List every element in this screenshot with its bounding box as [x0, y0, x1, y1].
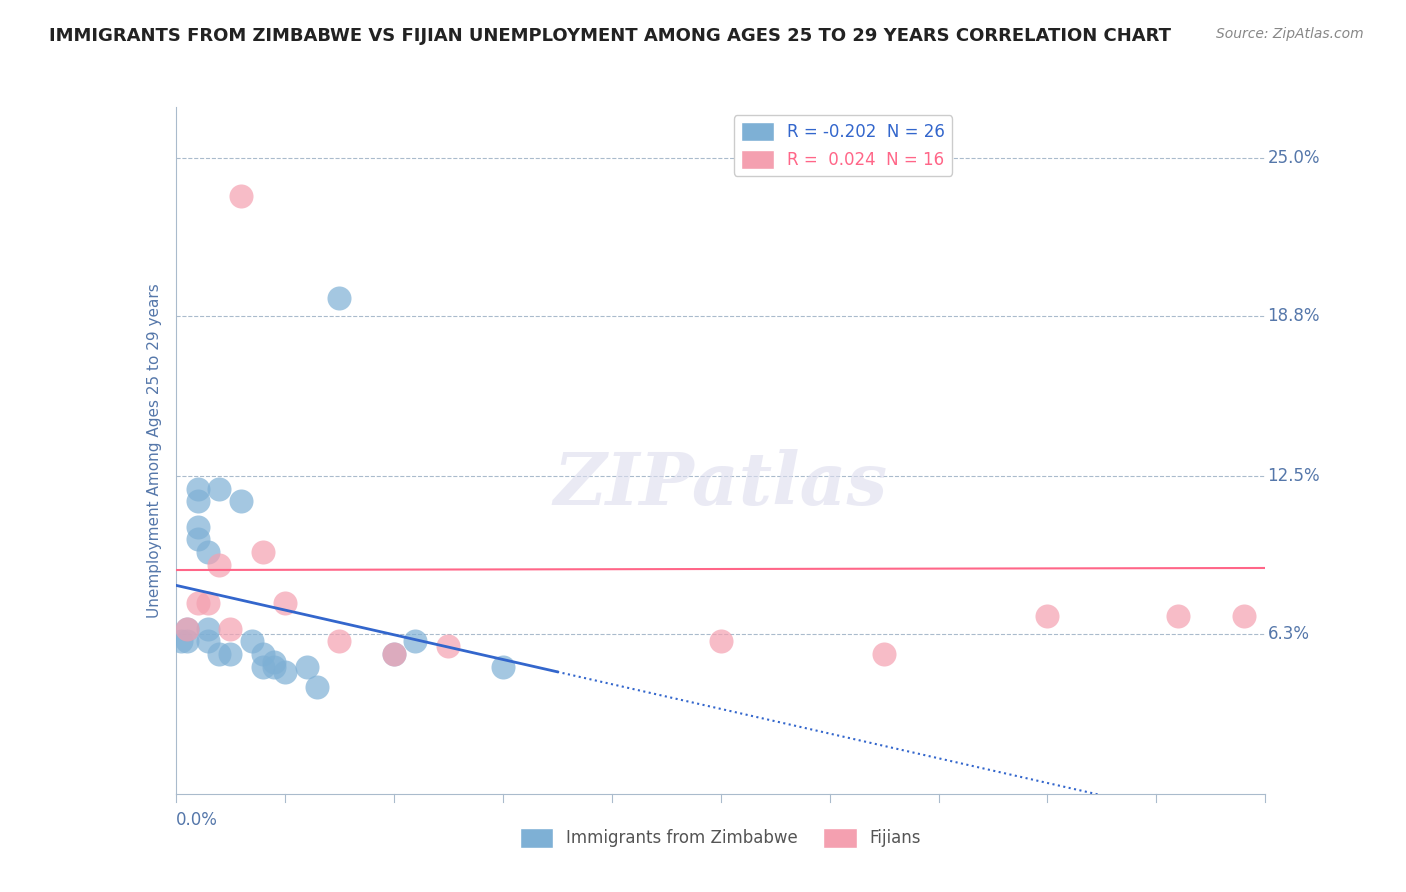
Point [295, 659, 318, 673]
Point [176, 622, 198, 636]
Point [274, 665, 297, 679]
Point [1232, 608, 1256, 623]
Point [1167, 608, 1189, 623]
Point [1036, 608, 1059, 623]
Point [437, 640, 460, 654]
Point [197, 596, 219, 610]
Text: 12.5%: 12.5% [1268, 467, 1320, 485]
Point [263, 655, 285, 669]
Point [710, 634, 733, 648]
Legend: Immigrants from Zimbabwe, Fijians: Immigrants from Zimbabwe, Fijians [513, 822, 928, 855]
Y-axis label: Unemployment Among Ages 25 to 29 years: Unemployment Among Ages 25 to 29 years [146, 283, 162, 618]
Point [873, 647, 896, 661]
Point [307, 680, 329, 694]
Point [328, 291, 350, 305]
Point [176, 634, 198, 648]
Point [208, 558, 231, 572]
Point [274, 596, 297, 610]
Point [231, 494, 253, 508]
Text: ZIPatlas: ZIPatlas [554, 450, 887, 520]
Text: 18.8%: 18.8% [1268, 307, 1320, 325]
Point [170, 634, 193, 648]
Point [382, 647, 405, 661]
Point [252, 647, 274, 661]
Point [197, 634, 219, 648]
Point [186, 596, 209, 610]
Point [208, 647, 231, 661]
Point [197, 545, 219, 559]
Point [240, 634, 263, 648]
Text: IMMIGRANTS FROM ZIMBABWE VS FIJIAN UNEMPLOYMENT AMONG AGES 25 TO 29 YEARS CORREL: IMMIGRANTS FROM ZIMBABWE VS FIJIAN UNEMP… [49, 27, 1171, 45]
Point [219, 647, 242, 661]
Text: 0.0%: 0.0% [176, 811, 218, 829]
Point [263, 659, 285, 673]
Text: Source: ZipAtlas.com: Source: ZipAtlas.com [1216, 27, 1364, 41]
Point [328, 634, 350, 648]
Point [382, 647, 405, 661]
Point [219, 622, 242, 636]
Point [252, 659, 274, 673]
Point [176, 622, 198, 636]
Text: 25.0%: 25.0% [1268, 149, 1320, 167]
Point [186, 533, 209, 547]
Point [252, 545, 274, 559]
Point [186, 482, 209, 496]
Point [197, 622, 219, 636]
Text: 6.3%: 6.3% [1268, 624, 1309, 642]
Point [405, 634, 427, 648]
Point [492, 659, 515, 673]
Point [186, 520, 209, 534]
Point [186, 494, 209, 508]
Point [208, 482, 231, 496]
Point [231, 189, 253, 203]
